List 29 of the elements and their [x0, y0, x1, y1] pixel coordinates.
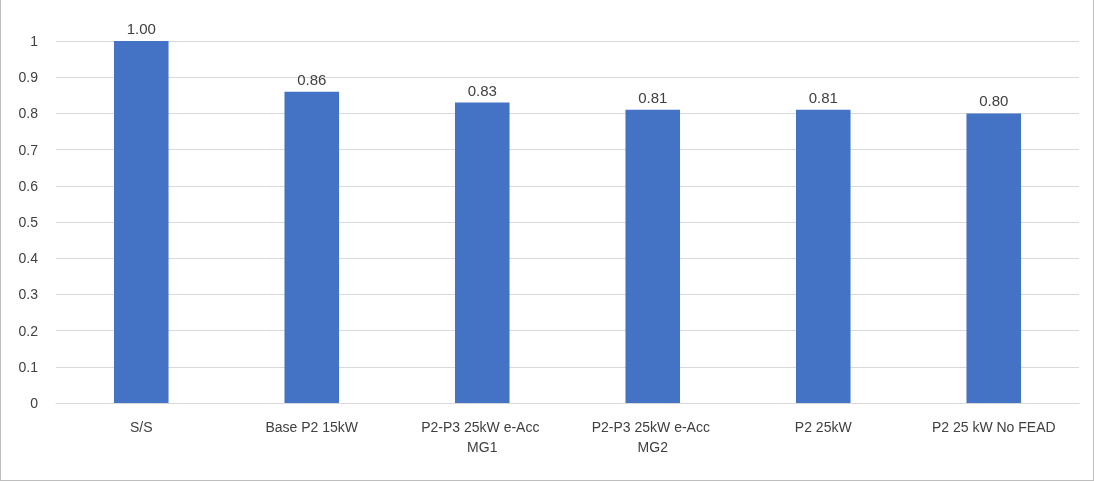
data-label: 0.86 — [297, 70, 327, 88]
y-tick-label: 0.5 — [18, 214, 39, 230]
y-tick-label: 0.3 — [18, 286, 39, 303]
y-tick-label: 1 — [30, 33, 39, 49]
bar — [795, 109, 851, 403]
bar — [625, 109, 681, 403]
y-tick-label: 0.6 — [18, 177, 39, 194]
x-tick-label: P2-P3 25kW e-Acc MG1 — [421, 419, 544, 455]
y-tick-label: 0.8 — [18, 105, 39, 122]
x-tick-label: P2 25 kW No FEAD — [931, 419, 1056, 435]
x-tick-label: S/S — [129, 419, 153, 435]
y-tick-label: 0.1 — [18, 358, 39, 375]
data-label: 0.81 — [808, 88, 838, 106]
x-tick-label: Base P2 15kW — [265, 419, 359, 435]
data-label: 0.81 — [638, 88, 668, 106]
bar — [454, 102, 510, 403]
y-tick-label: 0 — [30, 395, 39, 411]
x-tick-label: P2-P3 25kW e-Acc MG2 — [591, 419, 714, 455]
y-tick-label: 0.7 — [18, 141, 39, 158]
bar — [113, 41, 169, 403]
data-label: 0.80 — [979, 92, 1009, 110]
x-tick-label: P2 25kW — [794, 419, 853, 435]
y-tick-label: 0.2 — [18, 322, 39, 339]
data-label: 1.00 — [126, 20, 156, 37]
bar — [284, 91, 340, 403]
y-tick-label: 0.4 — [18, 250, 39, 267]
data-label: 0.83 — [467, 81, 497, 99]
y-tick-label: 0.9 — [18, 69, 39, 86]
bar — [966, 113, 1022, 403]
